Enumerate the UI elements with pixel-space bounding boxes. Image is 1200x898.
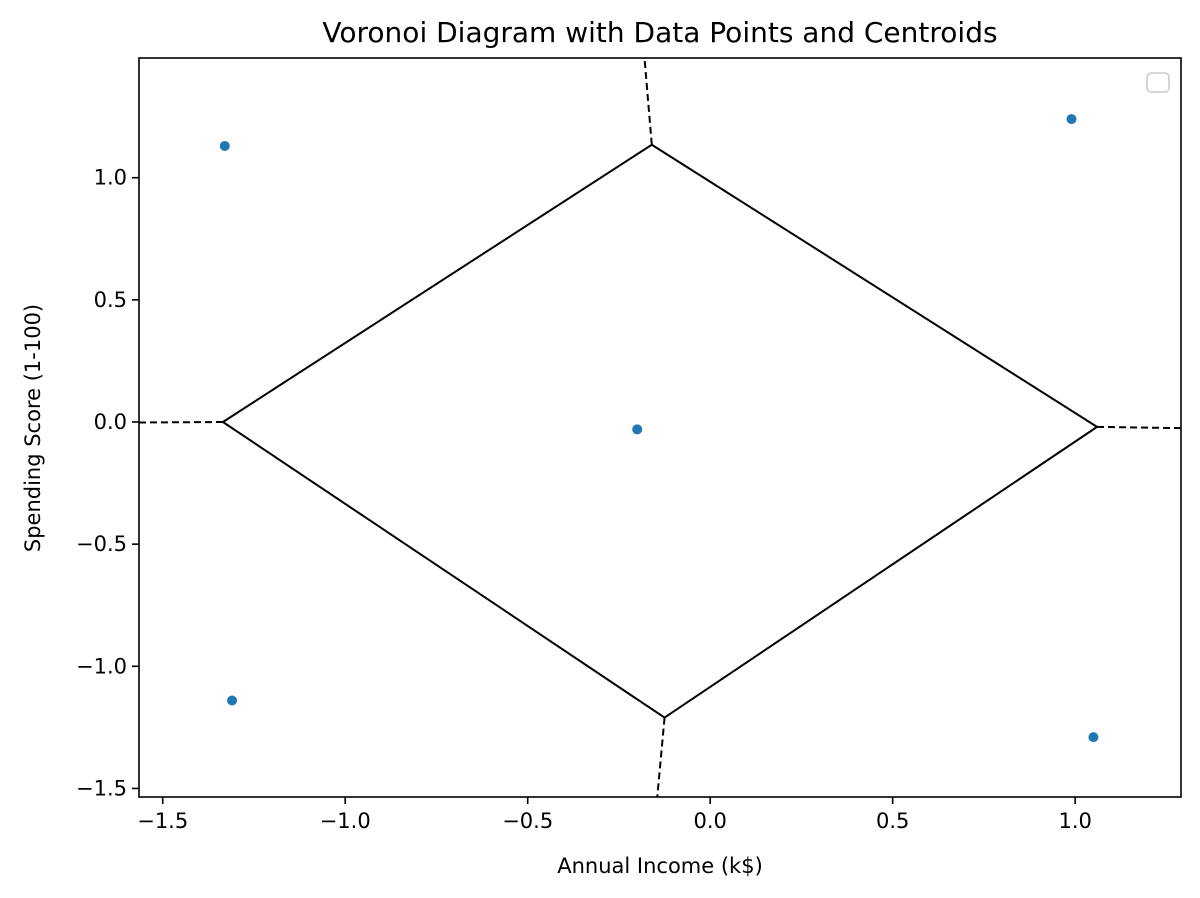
plot-content [139, 58, 1181, 797]
x-tick-label-2: −0.5 [502, 809, 553, 833]
x-axis-label: Annual Income (k$) [557, 854, 763, 878]
data-point-3 [227, 695, 238, 706]
data-point-2 [632, 424, 643, 435]
voronoi-edge-1 [664, 426, 1098, 719]
voronoi-edge-3 [222, 143, 653, 423]
data-point-1 [1066, 114, 1077, 125]
legend-box [1146, 72, 1170, 93]
plot-frame [138, 57, 1182, 798]
x-axis-ticks: −1.5 −1.0 −0.5 0.0 0.5 1.0 [137, 797, 1092, 833]
data-point-0 [219, 140, 230, 151]
y-tick-label-2: −0.5 [76, 532, 127, 556]
y-tick-label-0: −1.5 [76, 776, 127, 800]
x-tick-label-3: 0.0 [693, 809, 726, 833]
chart-title: Voronoi Diagram with Data Points and Cen… [322, 16, 997, 49]
voronoi-edge-0 [651, 143, 1098, 428]
y-tick-label-4: 0.5 [94, 288, 127, 312]
data-point-4 [1088, 732, 1099, 743]
voronoi-edge-2 [222, 421, 666, 719]
voronoi-ridge-dashed-2 [656, 717, 666, 797]
y-tick-label-1: −1.0 [76, 654, 127, 678]
voronoi-ridge-dashed-1 [1097, 425, 1181, 430]
y-tick-label-5: 1.0 [94, 166, 127, 190]
voronoi-ridge-dashed-0 [643, 58, 653, 145]
y-axis-label: Spending Score (1-100) [21, 304, 45, 552]
x-tick-label-4: 0.5 [876, 809, 909, 833]
x-tick-label-5: 1.0 [1058, 809, 1091, 833]
x-tick-label-0: −1.5 [137, 809, 188, 833]
y-axis-ticks: −1.5 −1.0 −0.5 0.0 0.5 1.0 [76, 166, 139, 800]
x-tick-label-1: −1.0 [320, 809, 371, 833]
y-tick-label-3: 0.0 [94, 410, 127, 434]
